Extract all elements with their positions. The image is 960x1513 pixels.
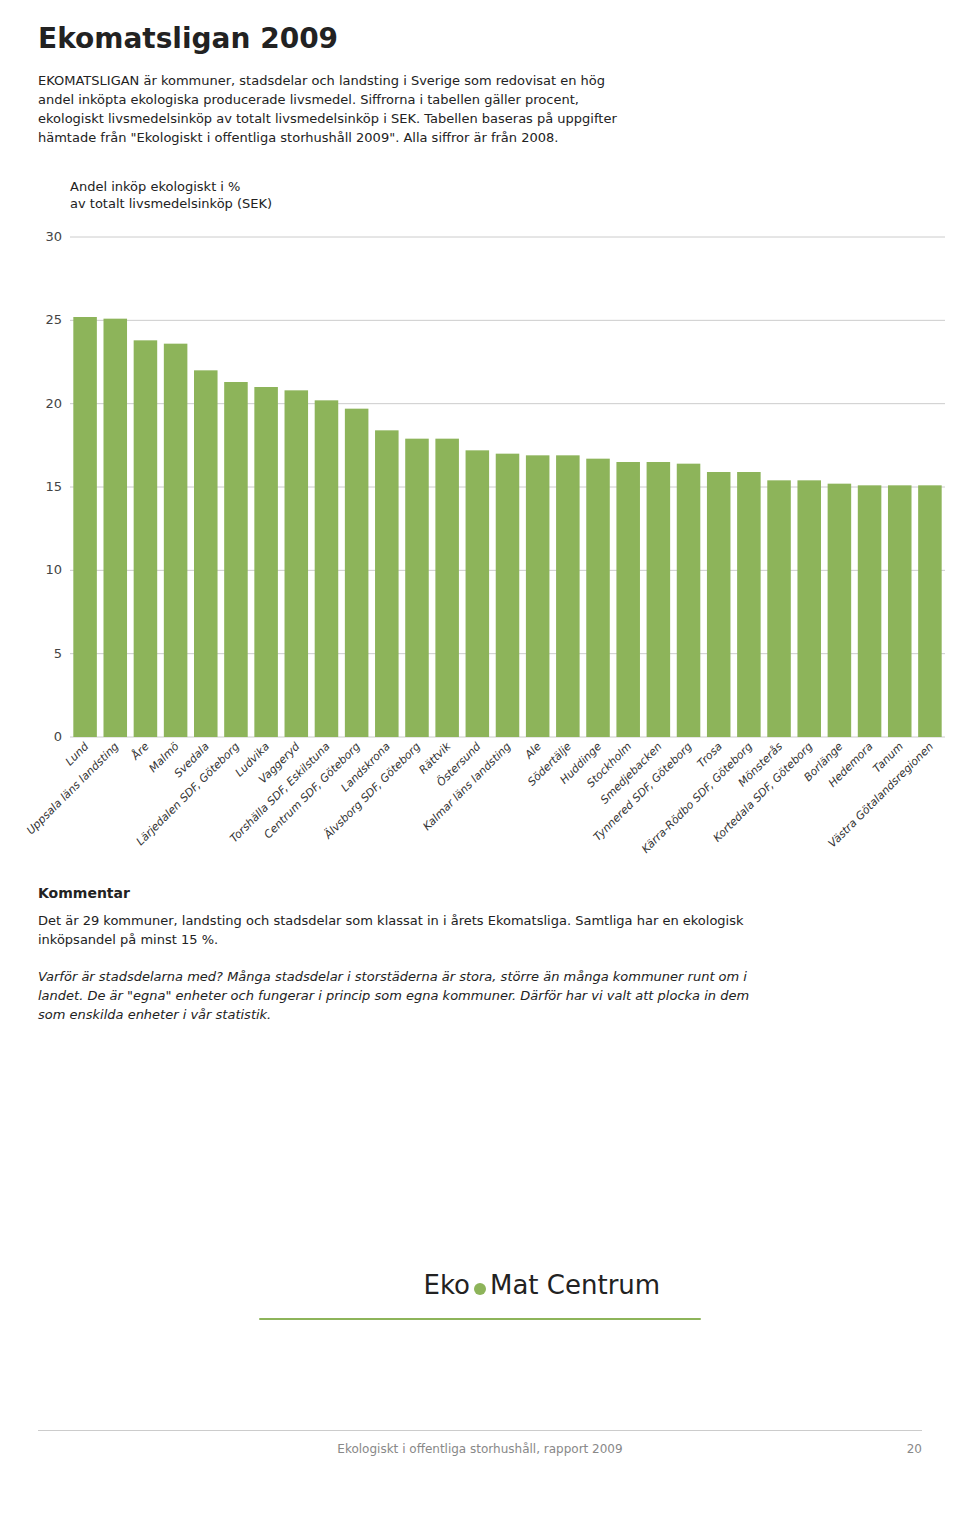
chart: Andel inköp ekologiskt i % av totalt livs… [0, 175, 960, 865]
bar [828, 484, 852, 737]
bar [767, 480, 791, 737]
y-tick-label: 25 [45, 312, 62, 327]
bar [496, 454, 520, 737]
grid-line [70, 320, 945, 321]
bar [345, 409, 369, 737]
bar [466, 450, 490, 737]
y-tick-label: 0 [54, 729, 62, 744]
bar [918, 485, 942, 737]
y-tick-label: 10 [45, 562, 62, 577]
bar [526, 455, 550, 737]
bar [315, 400, 339, 737]
x-tick-label: Kärra-Rödbo SDF, Göteborg [639, 740, 755, 856]
bar [164, 344, 188, 737]
bar [194, 370, 218, 737]
bar [103, 319, 127, 737]
x-tick-label: Åre [128, 740, 151, 763]
x-tick-label: Lärjedalen SDF, Göteborg [134, 740, 242, 848]
bar [858, 485, 882, 737]
x-tick-label: Ale [522, 740, 544, 762]
logo-dot [474, 1283, 486, 1295]
subtitle: EKOMATSLIGAN är kommuner, stadsdelar och… [38, 72, 617, 147]
y-tick-label: 5 [54, 646, 62, 661]
title: Ekomatsligan 2009 [38, 22, 338, 55]
logo-swoosh [259, 1318, 701, 1320]
bar [134, 340, 158, 737]
bars [73, 317, 941, 737]
comment-title: Kommentar [38, 885, 130, 901]
x-tick-label: Tynnered SDF, Göteborg [591, 740, 695, 844]
x-tick-label: Kalmar läns landsting [420, 740, 513, 833]
y-axis-label-line: Andel inköp ekologiskt i % [70, 179, 240, 194]
grid-line [70, 237, 945, 238]
bar [647, 462, 671, 737]
comment-text: Det är 29 kommuner, landsting och stadsd… [38, 912, 744, 950]
x-tick-label: Älvsborg SDF, Göteborg [321, 740, 423, 842]
y-axis-label: Andel inköp ekologiskt i % av totalt livs… [70, 179, 272, 211]
y-tick-label: 20 [45, 396, 62, 411]
bar [73, 317, 97, 737]
y-axis-label-line: av totalt livsmedelsinköp (SEK) [70, 196, 272, 211]
logo-text: Mat Centrum [490, 1270, 660, 1300]
x-tick-label: Västra Götalandsregionen [826, 740, 936, 850]
page-number: 20 [907, 1442, 922, 1456]
bar [556, 455, 580, 737]
grid [70, 237, 945, 737]
bar [375, 430, 399, 737]
bar [254, 387, 278, 737]
bar [616, 462, 640, 737]
x-tick-label: Kortedala SDF, Göteborg [711, 740, 816, 845]
comment-text-italic: Varför är stadsdelarna med? Många stadsd… [38, 968, 749, 1025]
footer-line [38, 1430, 922, 1431]
bar [888, 485, 912, 737]
bar [285, 390, 309, 737]
x-tick-label: Uppsala läns landsting [24, 740, 121, 837]
y-ticks: 0 5 10 15 20 25 30 [45, 229, 62, 744]
bar [737, 472, 761, 737]
bar [797, 480, 821, 737]
bar [435, 439, 459, 737]
bar [707, 472, 731, 737]
bar [586, 459, 610, 737]
footer-text: Ekologiskt i offentliga storhushåll, rap… [0, 1442, 960, 1456]
y-tick-label: 30 [45, 229, 62, 244]
y-tick-label: 15 [45, 479, 62, 494]
bar [224, 382, 248, 737]
x-tick-label: Hedemora [826, 740, 876, 790]
x-ticks: LundUppsala läns landstingÅreMalmöSvedal… [24, 739, 936, 856]
logo-text: Eko [424, 1270, 470, 1300]
bar [405, 439, 429, 737]
bar [677, 464, 701, 737]
